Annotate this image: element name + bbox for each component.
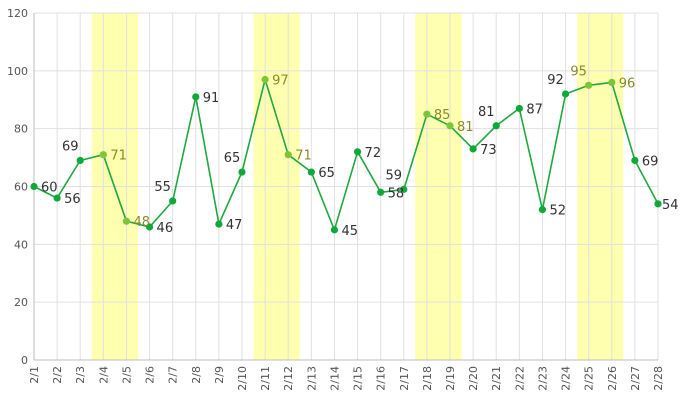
data-point [307, 168, 315, 176]
series [30, 75, 662, 234]
data-label: 71 [110, 149, 127, 164]
data-label: 97 [272, 74, 289, 89]
x-tick-label: 2/25 [583, 366, 596, 391]
data-label: 59 [386, 168, 403, 183]
data-labels: 60 56 69 71 48 46 55 91 47 65 97 71 65 45 72 58 59 85 81 73… [41, 64, 679, 239]
data-label: 65 [318, 166, 335, 181]
data-point [400, 185, 408, 193]
data-label: 47 [226, 218, 243, 233]
data-point [377, 188, 385, 196]
data-point [76, 156, 84, 165]
x-tick-label: 2/1 [28, 366, 41, 384]
data-point [30, 182, 38, 191]
x-tick-label: 2/4 [97, 366, 110, 384]
data-point [515, 104, 523, 113]
data-label: 60 [41, 181, 58, 196]
y-tick-label: 120 [7, 7, 28, 20]
x-tick-label: 2/21 [490, 366, 503, 391]
data-point [538, 206, 547, 214]
x-tick-label: 2/24 [560, 366, 573, 391]
data-label: 46 [157, 221, 174, 236]
x-tick-label: 2/14 [328, 366, 341, 391]
data-point [423, 110, 431, 118]
x-tick-label: 2/19 [444, 366, 457, 391]
data-point [446, 122, 454, 130]
data-label: 81 [457, 120, 474, 135]
x-tick-label: 2/2 [51, 366, 64, 384]
data-point [608, 78, 616, 86]
data-point [53, 194, 61, 202]
data-point [192, 93, 200, 101]
data-label: 69 [642, 154, 659, 169]
x-tick-label: 2/11 [259, 366, 272, 391]
data-label: 81 [478, 105, 495, 120]
data-label: 71 [295, 149, 312, 164]
x-tick-label: 2/26 [606, 366, 619, 391]
data-point [561, 90, 570, 98]
data-point [99, 151, 107, 159]
data-label: 69 [62, 139, 79, 154]
x-tick-label: 2/6 [144, 366, 157, 384]
data-point [284, 151, 292, 159]
data-label: 52 [549, 204, 566, 219]
data-label: 96 [619, 76, 636, 91]
data-label: 65 [224, 151, 241, 166]
x-tick-label: 2/10 [236, 366, 249, 391]
data-point [469, 145, 477, 153]
x-tick-label: 2/22 [513, 366, 526, 391]
data-point [238, 168, 246, 176]
data-label: 58 [388, 186, 405, 201]
y-tick-label: 60 [14, 181, 28, 194]
grid-lines [33, 12, 659, 360]
data-point [585, 81, 593, 89]
data-point [353, 148, 362, 156]
series-line [33, 78, 659, 231]
data-label: 87 [526, 102, 543, 117]
x-tick-label: 2/13 [305, 366, 318, 391]
y-tick-label: 0 [21, 354, 28, 367]
x-tick-label: 2/16 [375, 366, 388, 391]
data-label: 72 [365, 146, 382, 161]
data-point [654, 200, 662, 208]
x-tick-label: 2/8 [190, 366, 203, 384]
y-tick-label: 40 [14, 238, 28, 251]
data-point [330, 226, 339, 234]
y-tick-label: 20 [14, 296, 28, 309]
data-label: 95 [570, 64, 587, 79]
x-tick-label: 2/15 [352, 366, 365, 391]
data-label: 48 [133, 215, 150, 230]
data-label: 54 [662, 198, 679, 213]
x-tick-label: 2/3 [74, 366, 87, 384]
x-tick-label: 2/28 [652, 366, 665, 391]
x-axis-ticks: 2/1 2/2 2/3 2/4 2/5 2/6 2/7 2/8 2/9 2/10 2/11 2/12 2… [28, 366, 665, 391]
y-tick-label: 100 [7, 65, 28, 78]
data-point [215, 220, 223, 228]
data-point [169, 197, 177, 205]
data-label: 85 [434, 108, 451, 123]
y-tick-label: 80 [14, 123, 28, 136]
x-tick-label: 2/23 [536, 366, 549, 391]
data-label: 45 [341, 224, 358, 239]
data-point [261, 75, 269, 84]
x-tick-label: 2/5 [120, 366, 133, 384]
data-point [145, 223, 154, 231]
y-axis-ticks: 0 20 40 60 80 100 120 [7, 7, 28, 367]
x-tick-label: 2/20 [467, 366, 480, 391]
data-label: 56 [64, 192, 81, 207]
x-tick-label: 2/18 [421, 366, 434, 391]
x-tick-label: 2/7 [167, 366, 180, 384]
data-label: 92 [547, 73, 564, 88]
data-label: 91 [203, 91, 220, 106]
data-label: 73 [480, 143, 497, 158]
data-point [492, 122, 500, 130]
x-tick-label: 2/17 [398, 366, 411, 391]
data-point [631, 156, 639, 165]
x-tick-label: 2/12 [282, 366, 295, 391]
data-point [122, 217, 131, 225]
x-tick-label: 2/9 [213, 366, 226, 384]
x-tick-label: 2/27 [629, 366, 642, 391]
data-label: 55 [154, 180, 171, 195]
